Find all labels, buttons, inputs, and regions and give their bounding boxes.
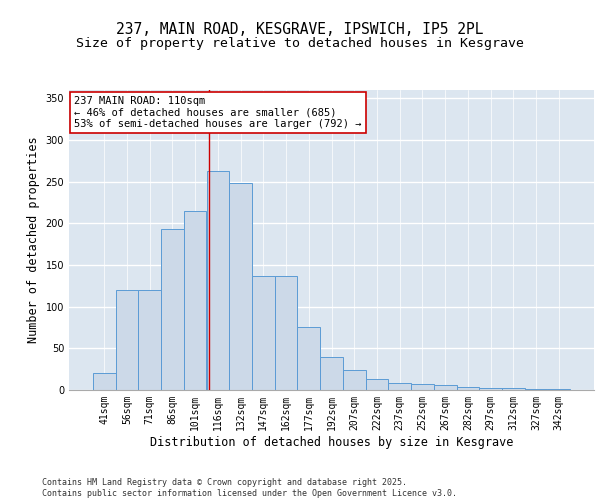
Bar xyxy=(388,382,411,390)
Bar xyxy=(184,211,206,390)
Text: 237 MAIN ROAD: 110sqm
← 46% of detached houses are smaller (685)
53% of semi-det: 237 MAIN ROAD: 110sqm ← 46% of detached … xyxy=(74,96,362,129)
Bar xyxy=(229,184,252,390)
Bar xyxy=(298,326,320,390)
Text: 237, MAIN ROAD, KESGRAVE, IPSWICH, IP5 2PL: 237, MAIN ROAD, KESGRAVE, IPSWICH, IP5 2… xyxy=(116,22,484,38)
Text: Contains HM Land Registry data © Crown copyright and database right 2025.
Contai: Contains HM Land Registry data © Crown c… xyxy=(42,478,457,498)
Bar xyxy=(524,389,547,390)
Bar xyxy=(365,379,388,390)
Bar xyxy=(457,386,479,390)
Bar xyxy=(411,384,434,390)
Bar xyxy=(252,276,275,390)
Bar xyxy=(275,276,298,390)
Bar xyxy=(547,389,570,390)
Bar xyxy=(343,370,365,390)
Bar xyxy=(206,171,229,390)
Y-axis label: Number of detached properties: Number of detached properties xyxy=(27,136,40,344)
Bar xyxy=(161,229,184,390)
Bar xyxy=(502,388,524,390)
Text: Size of property relative to detached houses in Kesgrave: Size of property relative to detached ho… xyxy=(76,38,524,51)
Bar xyxy=(320,356,343,390)
Bar xyxy=(434,385,457,390)
X-axis label: Distribution of detached houses by size in Kesgrave: Distribution of detached houses by size … xyxy=(150,436,513,448)
Bar xyxy=(479,388,502,390)
Bar xyxy=(139,290,161,390)
Bar xyxy=(93,374,116,390)
Bar xyxy=(116,290,139,390)
